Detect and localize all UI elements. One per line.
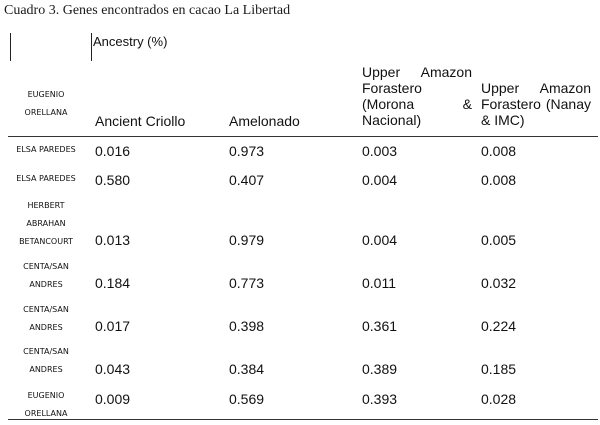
cell-amelonado: 0.398: [229, 318, 265, 334]
row-label-line: BETANCOURT: [19, 237, 73, 246]
row-label: CENTA/SAN ANDRES: [4, 301, 88, 337]
corner-label-line: ORELLANA: [24, 108, 68, 117]
cell-morona-nacional: 0.389: [362, 361, 398, 377]
ancestry-divider: [91, 33, 92, 61]
row-label-line: HERBERT: [27, 201, 65, 210]
corner-label: EUGENIO ORELLANA: [4, 86, 88, 122]
row-label: ELSA PAREDES: [4, 141, 88, 159]
corner-label-line: EUGENIO: [27, 90, 65, 99]
cell-morona-nacional: 0.004: [362, 232, 398, 248]
cell-nanay-imc: 0.008: [481, 172, 517, 188]
row-label-line: ABRAHAN: [26, 219, 66, 228]
cell-amelonado: 0.773: [229, 275, 265, 291]
row-label-line: ELSA PAREDES: [16, 145, 76, 154]
row-label-line: ANDRES: [29, 280, 63, 289]
row-label: EUGENIO ORELLANA: [4, 387, 88, 423]
row-label-line: CENTA/SAN: [23, 262, 69, 271]
cell-morona-nacional: 0.361: [362, 318, 398, 334]
cell-morona-nacional: 0.011: [362, 275, 396, 291]
row-label: CENTA/SAN ANDRES: [4, 258, 88, 294]
cell-nanay-imc: 0.008: [481, 143, 517, 159]
cell-morona-nacional: 0.393: [362, 391, 398, 407]
cell-nanay-imc: 0.032: [481, 275, 517, 291]
row-label-line: EUGENIO: [27, 391, 65, 400]
cell-ancient-criollo: 0.016: [95, 143, 131, 159]
cell-morona-nacional: 0.004: [362, 172, 398, 188]
cell-nanay-imc: 0.005: [481, 232, 517, 248]
cell-nanay-imc: 0.185: [481, 361, 517, 377]
column-header-ancient-criollo: Ancient Criollo: [95, 113, 186, 129]
column-header-amelonado: Amelonado: [229, 113, 300, 129]
bottom-rule: [8, 419, 598, 420]
row-label-line: CENTA/SAN: [23, 305, 69, 314]
cell-ancient-criollo: 0.017: [95, 318, 131, 334]
cell-ancient-criollo: 0.013: [95, 232, 131, 248]
ancestry-group-label: Ancestry (%): [93, 34, 168, 49]
row-label-line: CENTA/SAN: [23, 347, 69, 356]
cell-amelonado: 0.979: [229, 232, 265, 248]
row-label-line: ANDRES: [29, 323, 63, 332]
row-label: CENTA/SAN ANDRES: [4, 343, 88, 379]
cell-ancient-criollo: 0.043: [95, 361, 131, 377]
left-divider: [10, 33, 11, 61]
cell-amelonado: 0.384: [229, 361, 265, 377]
cell-morona-nacional: 0.003: [362, 143, 398, 159]
cell-ancient-criollo: 0.580: [95, 172, 131, 188]
cell-ancient-criollo: 0.184: [95, 275, 131, 291]
column-header-nanay-imc: Upper Amazon Forastero (Nanay & IMC): [481, 80, 591, 128]
cell-ancient-criollo: 0.009: [95, 391, 131, 407]
cell-nanay-imc: 0.224: [481, 318, 517, 334]
row-label: HERBERT ABRAHAN BETANCOURT: [4, 197, 88, 251]
table-caption: Cuadro 3. Genes encontrados en cacao La …: [4, 3, 291, 18]
row-label: ELSA PAREDES: [4, 170, 88, 188]
row-label-line: ELSA PAREDES: [16, 174, 76, 183]
cell-amelonado: 0.973: [229, 143, 265, 159]
row-label-line: ORELLANA: [24, 409, 68, 418]
cell-amelonado: 0.569: [229, 391, 265, 407]
cell-nanay-imc: 0.028: [481, 391, 517, 407]
column-header-morona-nacional: Upper Amazon Forastero (Morona & Naciona…: [362, 64, 472, 128]
row-label-line: ANDRES: [29, 365, 63, 374]
cell-amelonado: 0.407: [229, 172, 265, 188]
header-rule: [8, 136, 598, 137]
